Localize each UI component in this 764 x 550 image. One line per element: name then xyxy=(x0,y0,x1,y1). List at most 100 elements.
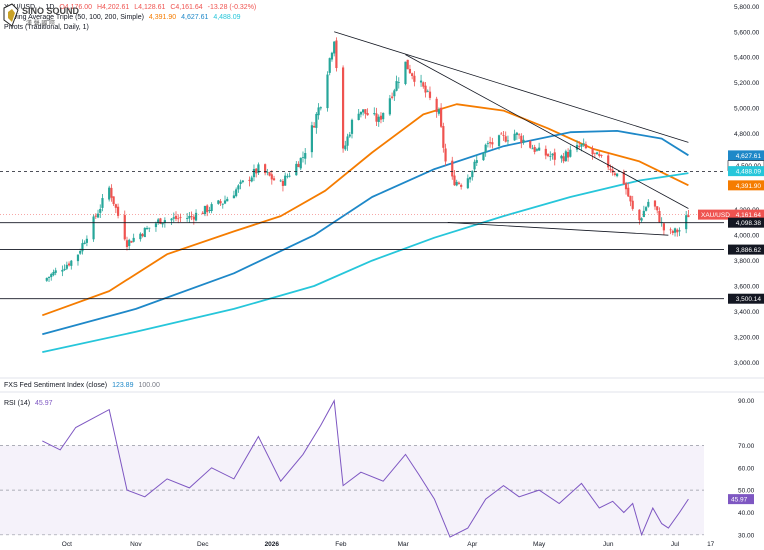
candle-up xyxy=(232,195,236,199)
candle-down xyxy=(656,206,659,211)
candle-down xyxy=(517,134,521,136)
candle-up xyxy=(515,132,518,135)
candle-down xyxy=(629,195,632,202)
candle-up xyxy=(362,109,365,113)
candle-up xyxy=(237,185,240,190)
candle-down xyxy=(177,218,180,220)
candle-up xyxy=(221,203,224,205)
price-tag-value: 4,488.09 xyxy=(736,169,762,176)
candle-up xyxy=(63,268,66,271)
candle-down xyxy=(264,164,267,174)
candle-up xyxy=(76,254,80,262)
candle-down xyxy=(593,152,596,154)
candle-up xyxy=(673,228,677,233)
candle-down xyxy=(141,234,144,237)
candle-up xyxy=(468,177,472,180)
candle-up xyxy=(575,144,579,150)
price-tag-value: 4,098.38 xyxy=(736,220,762,227)
candle-down xyxy=(281,180,285,186)
candle-down xyxy=(125,240,129,247)
candle-down xyxy=(366,113,369,116)
candle-up xyxy=(154,223,158,228)
candle-down xyxy=(500,133,503,135)
y-tick-label: 3,800.00 xyxy=(734,258,760,265)
candle-up xyxy=(85,238,88,243)
candle-up xyxy=(538,147,541,151)
y-tick-label: 5,400.00 xyxy=(734,55,760,62)
logo-subtext: 漢 聲 國 際 xyxy=(26,19,55,27)
candle-down xyxy=(379,115,383,120)
candle-up xyxy=(223,200,227,204)
candle-down xyxy=(504,136,507,142)
candle-down xyxy=(440,107,443,127)
candle-down xyxy=(609,168,612,170)
legend-fed-value-2: 100.00 xyxy=(138,382,160,389)
y-tick-label: 4,000.00 xyxy=(734,233,760,240)
candle-up xyxy=(310,125,313,153)
candle-down xyxy=(297,163,300,168)
candle-up xyxy=(299,157,302,169)
candle-down xyxy=(268,172,271,176)
legend-rsi-value: 45.97 xyxy=(35,400,53,407)
rsi-y-tick-label: 70.00 xyxy=(738,443,755,450)
x-tick-label: Nov xyxy=(130,541,142,548)
candle-down xyxy=(341,67,345,149)
candle-up xyxy=(295,163,298,176)
candle-up xyxy=(506,140,510,142)
legend-symbol: XAU/USD xyxy=(4,4,36,11)
candle-down xyxy=(627,187,630,197)
candle-up xyxy=(330,52,334,60)
legend-ohlc: XAU/USD · 1D O4,176.00 H4,202.61 L4,128.6… xyxy=(4,4,257,11)
y-tick-label: 5,000.00 xyxy=(734,106,760,113)
legend-high: H4,202.61 xyxy=(96,4,130,11)
candle-up xyxy=(304,153,307,159)
y-tick-label: 5,600.00 xyxy=(734,29,760,36)
price-tag-value: 3,500.14 xyxy=(736,296,762,303)
candle-down xyxy=(364,109,367,114)
candle-down xyxy=(676,229,679,233)
candle-down xyxy=(408,68,412,74)
x-tick-label: Oct xyxy=(62,541,72,548)
candle-up xyxy=(203,205,207,215)
candle-up xyxy=(157,219,160,224)
x-tick-label: Jul xyxy=(671,541,680,548)
candle-up xyxy=(595,152,599,155)
candle-up xyxy=(132,237,135,242)
candle-up xyxy=(45,277,48,281)
candle-up xyxy=(377,116,380,122)
price-tag: 4,098.38 xyxy=(728,217,764,228)
candle-up xyxy=(549,155,552,157)
candle-up xyxy=(96,213,100,218)
candle-up xyxy=(564,151,567,162)
price-tag-value: 4,627.61 xyxy=(736,153,762,160)
candle-up xyxy=(513,133,516,141)
candle-up xyxy=(393,90,396,97)
candle-up xyxy=(54,270,57,273)
candle-down xyxy=(444,148,447,162)
candle-down xyxy=(653,200,657,207)
candle-up xyxy=(569,149,572,157)
candle-down xyxy=(272,178,276,181)
candle-down xyxy=(611,169,614,173)
candle-up xyxy=(47,276,51,278)
y-tick-label: 3,000.00 xyxy=(734,360,760,367)
price-tag-box xyxy=(728,166,764,177)
candle-down xyxy=(553,152,556,160)
candle-down xyxy=(671,230,674,233)
candle-down xyxy=(584,144,588,149)
candle-down xyxy=(206,205,209,213)
legend-ma-title: Moving Average Triple (50, 100, 200, Sim… xyxy=(4,14,144,21)
candle-up xyxy=(208,210,211,212)
candle-up xyxy=(186,218,189,219)
rsi-tag-value: 45.97 xyxy=(731,497,748,504)
legend-low: L4,128.61 xyxy=(134,4,166,11)
price-tag-box xyxy=(728,217,764,228)
trendline xyxy=(447,222,669,236)
candle-down xyxy=(631,200,634,209)
candle-down xyxy=(219,201,222,204)
candle-up xyxy=(61,269,64,272)
candle-down xyxy=(179,216,182,218)
candle-up xyxy=(226,198,229,202)
